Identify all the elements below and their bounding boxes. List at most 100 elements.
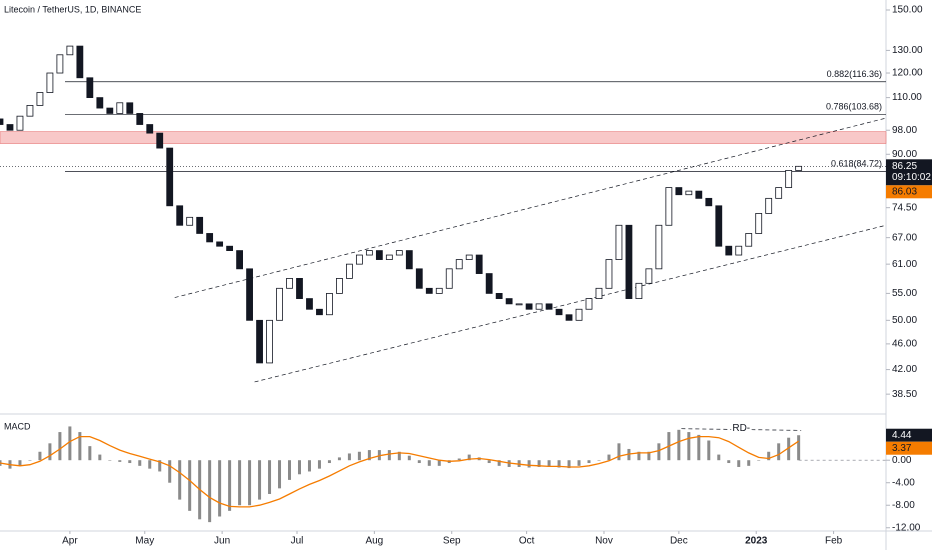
macd-bar [757,460,761,461]
y-tick-label: 120.00 [892,68,923,79]
candle-body [745,233,753,247]
macd-bar [787,437,791,461]
macd-bar [68,426,72,461]
candle-body [675,187,683,196]
candle-body [685,190,693,196]
macd-bar [58,432,62,461]
macd-bar [387,450,391,461]
candle-body [346,263,353,279]
y-tick-label: 61.00 [892,259,917,270]
y-tick-label: 130.00 [892,45,923,56]
candle-body [535,303,543,310]
candle-body [166,147,174,207]
second-price-badge [886,185,932,199]
candle-body [56,54,64,74]
second-price-label: 86.03 [892,186,917,197]
candle-body [395,250,403,256]
macd-bar [417,460,421,464]
macd-bar [178,460,182,500]
macd-bar [767,451,771,461]
macd-value: 4.44 [892,430,912,441]
x-tick-label: Aug [365,536,383,547]
candle-body [375,250,383,260]
macd-bar [367,450,371,461]
macd-bar [208,460,212,523]
macd-bar [407,455,411,461]
candle-body [405,250,413,270]
y-tick-label: 42.00 [892,364,917,375]
x-tick-label: Apr [62,536,78,547]
macd-bar [38,451,42,461]
macd-bar [687,432,691,461]
macd-bar [567,460,571,469]
candle-body [525,303,533,310]
macd-bar [327,460,331,464]
macd-bar [487,460,491,464]
macd-bar [697,434,701,461]
candle-body [555,308,563,316]
signal-line [0,435,799,508]
macd-bar [228,460,232,511]
candle-body [355,254,363,265]
macd-bar [128,460,132,464]
y-tick-label: 46.00 [892,339,917,350]
candle-body [336,278,343,294]
candle-body [206,233,214,243]
y-tick-label: 110.00 [892,92,922,103]
macd-bar [397,451,401,461]
candle-body [715,205,723,247]
chart-title: Litecoin / TetherUS, 1D, BINANCE [4,4,141,14]
candle-body [475,254,483,274]
y-tick-label: 67.00 [892,232,917,243]
candle-body [585,298,593,310]
candle-body [176,205,184,226]
macd-bar [497,460,501,466]
candle-body [46,72,54,93]
candle-body [795,165,803,171]
candle-body [236,250,243,270]
macd-title: MACD [4,421,31,431]
candle-body [725,245,733,256]
macd-y-tick-label: -4.00 [892,477,915,488]
candle-body [256,319,263,364]
macd-bar [317,460,321,469]
candle-body [306,298,313,310]
fib-label: 0.786(103.68) [826,102,882,112]
candle-body [66,45,74,56]
macd-bar [18,460,22,466]
macd-bar [118,460,122,462]
last-price-badge [886,159,932,186]
candle-body [465,254,473,260]
macd-bar [577,460,581,466]
candle-body [6,124,14,131]
macd-bar [557,460,561,468]
candle-body [445,268,453,289]
candle-body [76,45,84,79]
macd-bar [357,451,361,461]
candle-body [705,197,713,207]
macd-bar [427,460,431,466]
candle-body [785,170,793,188]
x-tick-label: 2023 [745,536,768,547]
candle-body [565,314,573,321]
x-tick-label: Sep [443,536,461,547]
macd-bar [278,460,282,489]
macd-bar [727,460,731,464]
candle-body [695,190,703,199]
macd-y-tick-label: -12.00 [892,522,921,533]
y-tick-label: 50.00 [892,315,917,326]
macd-bar [238,460,242,506]
macd-bar [48,443,52,461]
macd-bar [307,460,311,472]
candle-body [286,278,293,289]
macd-y-tick-label: -8.00 [892,500,915,511]
y-tick-label: 74.50 [892,202,917,213]
macd-bar [717,454,721,461]
divergence-line [681,428,802,431]
candle-body [505,298,513,305]
macd-bar [457,458,461,461]
macd-bar [188,460,192,511]
candle-body [16,115,24,131]
